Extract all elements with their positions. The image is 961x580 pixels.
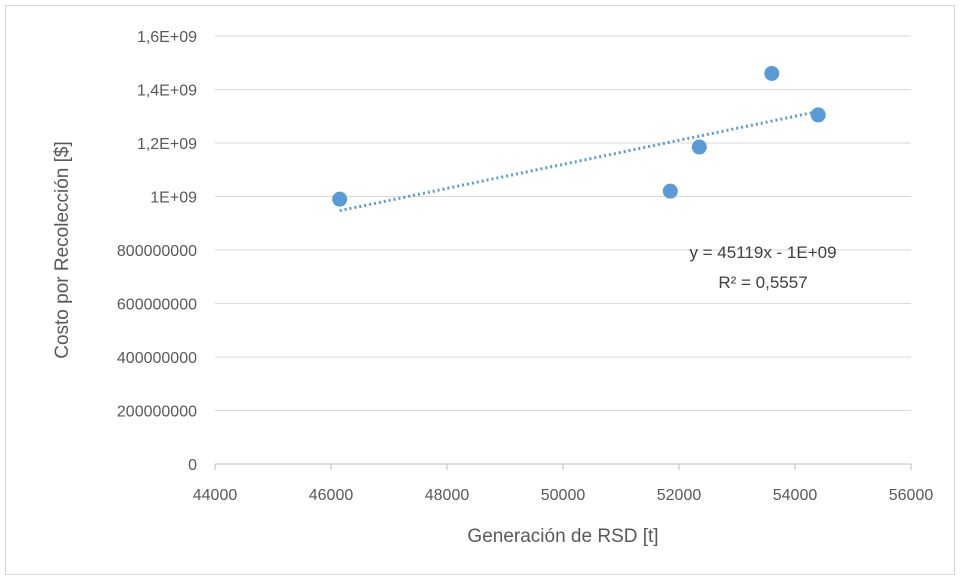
data-points	[332, 65, 826, 207]
x-axis-ticks: 44000 46000 48000 50000 52000 54000 56000	[193, 487, 934, 504]
data-point	[691, 139, 707, 155]
axes	[214, 463, 912, 470]
x-tick-label: 48000	[425, 487, 470, 504]
data-point	[764, 65, 780, 81]
trendline	[339, 109, 819, 213]
y-axis-title: Costo por Recolección [$]	[52, 141, 73, 359]
y-tick-label: 400000000	[117, 350, 197, 367]
data-point	[810, 107, 826, 123]
y-tick-label: 200000000	[117, 404, 197, 421]
trendline-equation: y = 45119x - 1E+09	[689, 243, 836, 262]
x-tick-label: 50000	[541, 487, 586, 504]
y-tick-label: 1,4E+09	[137, 83, 197, 100]
x-tick-label: 52000	[657, 487, 702, 504]
y-tick-label: 1E+09	[150, 190, 197, 207]
y-tick-label: 1,6E+09	[137, 29, 197, 46]
y-tick-label: 800000000	[117, 243, 197, 260]
y-tick-label: 1,2E+09	[137, 136, 197, 153]
x-tick-label: 54000	[773, 487, 818, 504]
y-axis-ticks: 0 200000000 400000000 600000000 800000000 1E+…	[117, 29, 197, 474]
y-tick-label: 0	[188, 457, 197, 474]
data-point	[662, 183, 678, 199]
x-tick-label: 46000	[309, 487, 354, 504]
x-tick-label: 56000	[889, 487, 934, 504]
x-tick-label: 44000	[193, 487, 238, 504]
gridlines	[215, 35, 911, 411]
r-squared-label: R² = 0,5557	[718, 273, 807, 292]
x-axis-title: Generación de RSD [t]	[467, 526, 658, 547]
data-point	[332, 191, 348, 207]
y-tick-label: 600000000	[117, 297, 197, 314]
chart-area	[5, 5, 955, 575]
